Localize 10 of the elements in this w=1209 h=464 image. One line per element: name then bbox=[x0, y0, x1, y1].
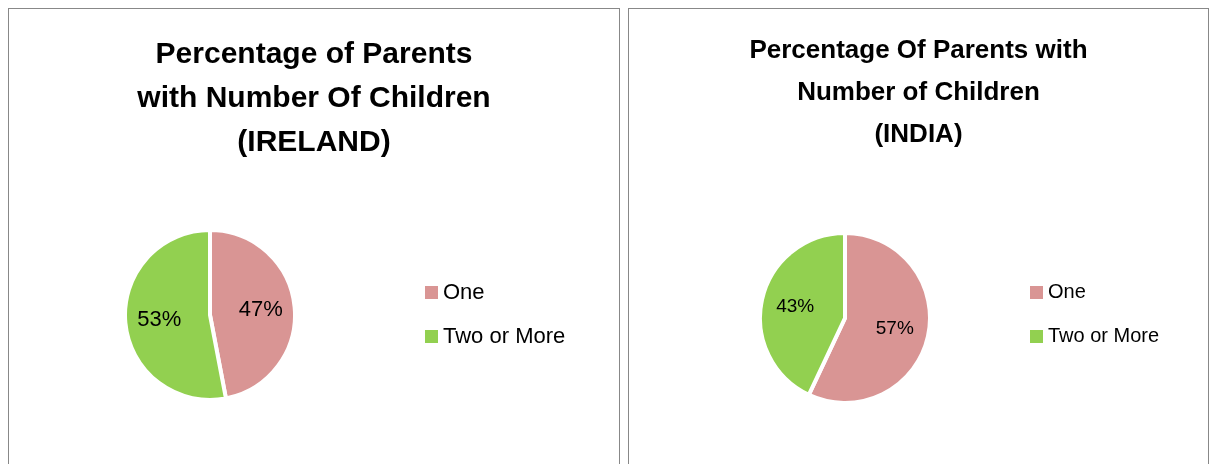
data-label: 47% bbox=[238, 296, 283, 322]
legend-label: One bbox=[443, 278, 485, 304]
data-label: 53% bbox=[137, 305, 182, 331]
data-label: 57% bbox=[875, 317, 914, 339]
chart-title: Percentage of Parents with Number Of Children (IRELAND) bbox=[136, 36, 491, 157]
chart-title: Percentage Of Parents with Number of Children (INDIA) bbox=[749, 34, 1088, 148]
legend-label: Two or More bbox=[1048, 324, 1160, 347]
data-label: 43% bbox=[776, 294, 815, 316]
legend-label: Two or More bbox=[443, 322, 566, 348]
legend-label: One bbox=[1048, 280, 1086, 303]
